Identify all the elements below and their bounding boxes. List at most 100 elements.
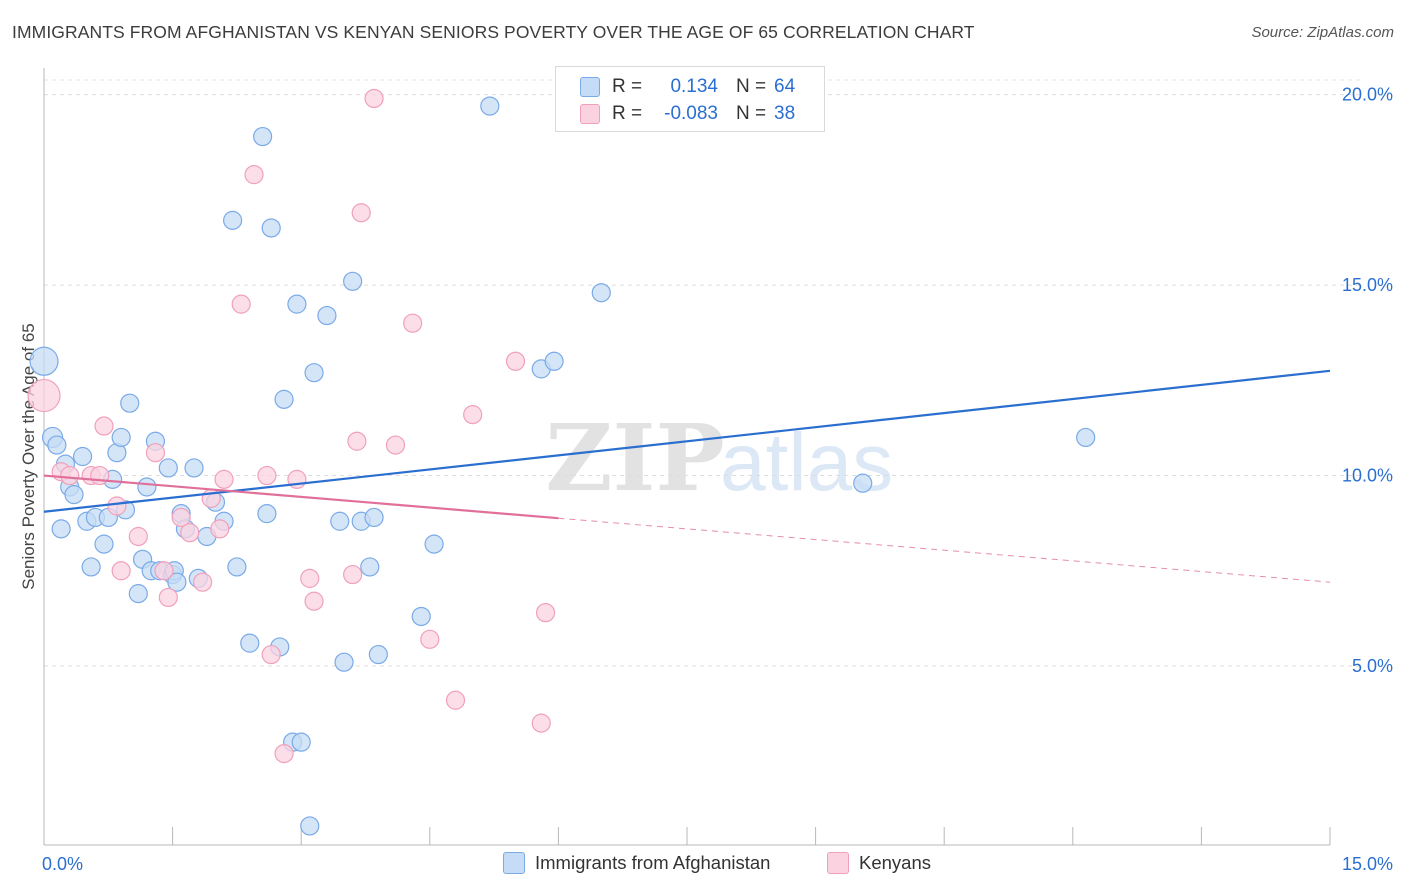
data-point (420, 629, 440, 649)
data-point (227, 557, 247, 577)
data-point (343, 271, 363, 291)
stats-swatch-kenyans (580, 104, 600, 124)
data-point (171, 507, 191, 528)
n-label: N = (736, 76, 767, 97)
data-point (240, 633, 260, 653)
data-point (304, 363, 324, 383)
trend-line (43, 369, 1331, 513)
y-tick-label: 5.0% (1352, 656, 1393, 676)
legend-item-kenyans[interactable]: Kenyans (827, 852, 931, 874)
data-point (51, 519, 71, 539)
x-tick-label: 0.0% (42, 854, 83, 874)
data-point (330, 511, 350, 531)
data-point (158, 587, 178, 608)
data-point (591, 283, 611, 303)
watermark-zip: ZIP (545, 404, 724, 512)
data-point (544, 351, 564, 371)
x-tick-label: 15.0% (1342, 854, 1393, 874)
data-point (261, 218, 281, 238)
data-point (505, 351, 526, 371)
data-point (424, 534, 444, 554)
n-value: 64 (774, 76, 796, 97)
legend-swatch-afghanistan (503, 852, 525, 874)
data-point (463, 405, 483, 425)
data-point (231, 294, 251, 314)
data-point (193, 572, 213, 592)
data-point (244, 165, 264, 185)
data-point (257, 465, 277, 486)
stats-row-afghanistan: R = 0.134 N = 64 (580, 73, 795, 101)
data-point (531, 713, 551, 733)
data-point (81, 557, 101, 577)
data-point (253, 126, 273, 147)
data-point (111, 427, 131, 448)
legend-label-kenyans: Kenyans (859, 852, 931, 873)
stats-row-kenyans: R = -0.083 N = 38 (580, 100, 795, 128)
n-label: N = (736, 103, 767, 124)
r-label: R = (612, 103, 643, 124)
source-credit: Source: ZipAtlas.com (1251, 24, 1394, 41)
data-point (111, 561, 131, 581)
data-point (120, 393, 140, 413)
data-point (535, 603, 556, 623)
watermark-atlas: atlas (720, 417, 893, 508)
data-point (360, 557, 380, 577)
r-value: -0.083 (664, 103, 718, 124)
data-point (214, 469, 234, 489)
data-point (385, 435, 406, 455)
trend-line (43, 474, 559, 520)
trend-line-extrapolated (558, 517, 1331, 583)
data-point (343, 564, 363, 585)
series-1 (27, 88, 556, 764)
data-point (403, 313, 423, 333)
data-point (60, 465, 80, 486)
legend-swatch-kenyans (827, 852, 849, 874)
data-point (274, 743, 294, 764)
r-label: R = (612, 76, 643, 97)
y-tick-label: 20.0% (1342, 85, 1393, 105)
r-value: 0.134 (670, 76, 718, 97)
data-point (180, 523, 200, 543)
data-point (158, 458, 178, 478)
stats-swatch-afghanistan (580, 77, 600, 97)
data-point (411, 606, 431, 627)
data-point (274, 389, 294, 409)
data-point (291, 732, 311, 752)
data-point (29, 346, 59, 376)
data-point (287, 294, 307, 314)
data-point (27, 378, 61, 413)
data-point (334, 652, 354, 672)
data-point (128, 584, 148, 604)
legend-label-afghanistan: Immigrants from Afghanistan (535, 852, 771, 873)
n-value: 38 (774, 103, 796, 124)
data-point (317, 305, 337, 326)
data-point (445, 690, 466, 710)
data-point (137, 477, 157, 497)
data-point (94, 534, 114, 554)
data-point (167, 572, 187, 592)
data-point (47, 435, 67, 455)
data-point (94, 416, 114, 436)
stats-box: R = 0.134 N = 64 R = -0.083 N = 38 (555, 66, 825, 132)
data-point (853, 473, 873, 493)
data-point (184, 458, 204, 478)
data-point (351, 203, 371, 223)
legend-item-afghanistan[interactable]: Immigrants from Afghanistan (503, 852, 770, 874)
data-point (300, 816, 320, 836)
data-point (304, 591, 324, 611)
data-point (300, 568, 320, 588)
data-point (154, 561, 174, 581)
data-point (223, 210, 243, 230)
data-point (257, 504, 277, 524)
data-point (145, 443, 166, 463)
chart-title: IMMIGRANTS FROM AFGHANISTAN VS KENYAN SE… (12, 22, 975, 42)
data-point (128, 526, 148, 547)
data-point (72, 446, 93, 467)
data-point (64, 484, 84, 505)
data-point (480, 96, 500, 116)
data-point (90, 465, 110, 486)
y-tick-label: 15.0% (1342, 275, 1393, 295)
data-point (210, 519, 230, 539)
data-point (364, 507, 384, 528)
